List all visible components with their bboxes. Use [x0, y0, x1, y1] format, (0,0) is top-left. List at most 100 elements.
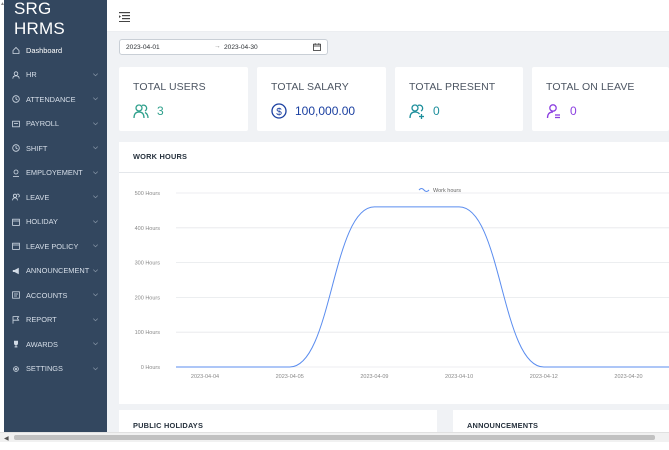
scroll-left-arrow-icon[interactable]: ◀: [4, 436, 9, 442]
sidebar: SRG HRMS Dashboard HR ATTENDANCE PAYROLL SHI…: [4, 0, 107, 432]
chevron-down-icon: [93, 72, 98, 76]
x-tick-label: 2023-04-09: [360, 374, 388, 380]
sidebar-item-label: AWARDS: [26, 339, 58, 349]
users-icon: [133, 104, 149, 119]
sidebar-item-label: REPORT: [26, 315, 57, 325]
chevron-down-icon: [93, 97, 98, 101]
horizontal-scrollbar[interactable]: ◀: [0, 432, 669, 442]
card-value: 3: [157, 104, 164, 118]
start-date[interactable]: 2023-04-01: [126, 44, 160, 51]
sidebar-item-label: SETTINGS: [26, 364, 63, 374]
sidebar-item-shift[interactable]: SHIFT: [4, 136, 107, 161]
chevron-down-icon: [93, 170, 98, 174]
home-icon: [11, 45, 21, 55]
x-tick-label: 2023-04-20: [614, 374, 642, 380]
legend-swatch: [418, 188, 430, 192]
sidebar-item-label: ANNOUNCEMENT: [26, 266, 90, 276]
clock-icon: [11, 94, 21, 104]
y-tick-label: 500 Hours: [135, 191, 161, 197]
dashboard-content: 2023-04-01 → 2023-04-30 TOTAL USERS 3 TO…: [107, 32, 669, 432]
chevron-down-icon: [93, 293, 98, 297]
flag-icon: [11, 315, 21, 325]
brand-title[interactable]: SRG HRMS: [14, 0, 65, 38]
gear-icon: [11, 364, 21, 374]
sidebar-item-announcement[interactable]: ANNOUNCEMENT: [4, 259, 107, 284]
x-axis-labels: 2023-04-04 2023-04-05 2023-04-09 2023-04-10…: [191, 374, 643, 380]
user-minus-icon: [546, 104, 560, 119]
card-label: TOTAL USERS: [133, 81, 206, 93]
y-tick-label: 200 Hours: [135, 295, 161, 301]
y-tick-label: 300 Hours: [135, 261, 161, 267]
sidebar-item-label: SHIFT: [26, 143, 48, 153]
dollar-circle-icon: $: [271, 103, 287, 119]
y-tick-label: 100 Hours: [135, 330, 161, 336]
sidebar-item-label: LEAVE: [26, 192, 50, 202]
sidebar-item-report[interactable]: REPORT: [4, 308, 107, 333]
vertical-scroll-up[interactable]: ▲: [0, 0, 5, 432]
sidebar-item-label: ACCOUNTS: [26, 290, 68, 300]
sidebar-item-label: ATTENDANCE: [26, 94, 76, 104]
sidebar-item-settings[interactable]: SETTINGS: [4, 357, 107, 382]
chevron-down-icon: [93, 244, 98, 248]
sidebar-item-label: EMPLOYEMENT: [26, 168, 83, 178]
x-tick-label: 2023-04-04: [191, 374, 219, 380]
total-users-card: TOTAL USERS 3: [119, 67, 248, 131]
sidebar-item-accounts[interactable]: ACCOUNTS: [4, 283, 107, 308]
chart-legend: Work hours: [418, 188, 461, 194]
end-date[interactable]: 2023-04-30: [224, 44, 258, 51]
card-label: TOTAL PRESENT: [409, 81, 496, 93]
chevron-down-icon: [93, 195, 98, 199]
announcements-card: ANNOUNCEMENTS: [453, 410, 669, 432]
sidebar-item-label: HR: [26, 70, 37, 80]
sidebar-item-employement[interactable]: EMPLOYEMENT: [4, 161, 107, 186]
sidebar-item-holiday[interactable]: HOLIDAY: [4, 210, 107, 235]
y-tick-label: 400 Hours: [135, 226, 161, 232]
work-hours-chart: 0 Hours 100 Hours 200 Hours 300 Hours 400 Ho…: [135, 188, 669, 380]
total-salary-card: TOTAL SALARY $ 100,000.00: [257, 67, 386, 131]
sidebar-item-leave-policy[interactable]: LEAVE POLICY: [4, 234, 107, 259]
svg-text:$: $: [276, 107, 282, 118]
page-footer-space: [0, 442, 669, 450]
chevron-down-icon: [93, 268, 98, 272]
chevron-down-icon: [93, 317, 98, 321]
public-holidays-card: PUBLIC HOLIDAYS: [119, 410, 437, 432]
employee-icon: [11, 168, 21, 178]
clock-icon: [11, 143, 21, 153]
total-present-card: TOTAL PRESENT 0: [395, 67, 523, 131]
x-tick-label: 2023-04-12: [530, 374, 558, 380]
sidebar-item-dashboard[interactable]: Dashboard: [4, 38, 107, 63]
date-range-picker[interactable]: 2023-04-01 → 2023-04-30: [119, 39, 328, 55]
trophy-icon: [11, 339, 21, 349]
sidebar-item-hr[interactable]: HR: [4, 63, 107, 88]
payroll-icon: [11, 119, 21, 129]
sidebar-item-leave[interactable]: LEAVE: [4, 185, 107, 210]
chevron-down-icon: [93, 146, 98, 150]
sidebar-item-attendance[interactable]: ATTENDANCE: [4, 87, 107, 112]
calendar-icon: [11, 241, 21, 251]
sidebar-nav: Dashboard HR ATTENDANCE PAYROLL SHIFT EMPLOYE…: [4, 38, 107, 381]
scrollbar-thumb[interactable]: [14, 435, 655, 440]
sidebar-item-label: Dashboard: [26, 45, 63, 55]
card-title: PUBLIC HOLIDAYS: [133, 421, 204, 430]
sidebar-item-payroll[interactable]: PAYROLL: [4, 112, 107, 137]
sidebar-item-label: HOLIDAY: [26, 217, 58, 227]
calendar-icon: [11, 217, 21, 227]
accounts-icon: [11, 290, 21, 300]
work-hours-panel: WORK HOURS 0 Hours 100 Hours 200 Hours 300 …: [119, 142, 669, 404]
panel-divider: [119, 172, 669, 173]
card-label: TOTAL ON LEAVE: [546, 81, 635, 93]
users-icon: [11, 192, 21, 202]
x-tick-label: 2023-04-10: [445, 374, 473, 380]
chevron-down-icon: [93, 366, 98, 370]
card-value: 0: [433, 104, 440, 118]
top-bar: [107, 0, 669, 32]
sidebar-item-awards[interactable]: AWARDS: [4, 332, 107, 357]
series-line-work-hours: [175, 206, 669, 368]
chart-grid: [176, 192, 669, 368]
menu-toggle-icon[interactable]: [119, 12, 130, 22]
total-on-leave-card: TOTAL ON LEAVE 0: [532, 67, 669, 131]
chevron-down-icon: [93, 219, 98, 223]
card-value: 100,000.00: [295, 104, 356, 118]
calendar-icon[interactable]: [313, 43, 321, 51]
range-arrow: →: [214, 43, 221, 50]
